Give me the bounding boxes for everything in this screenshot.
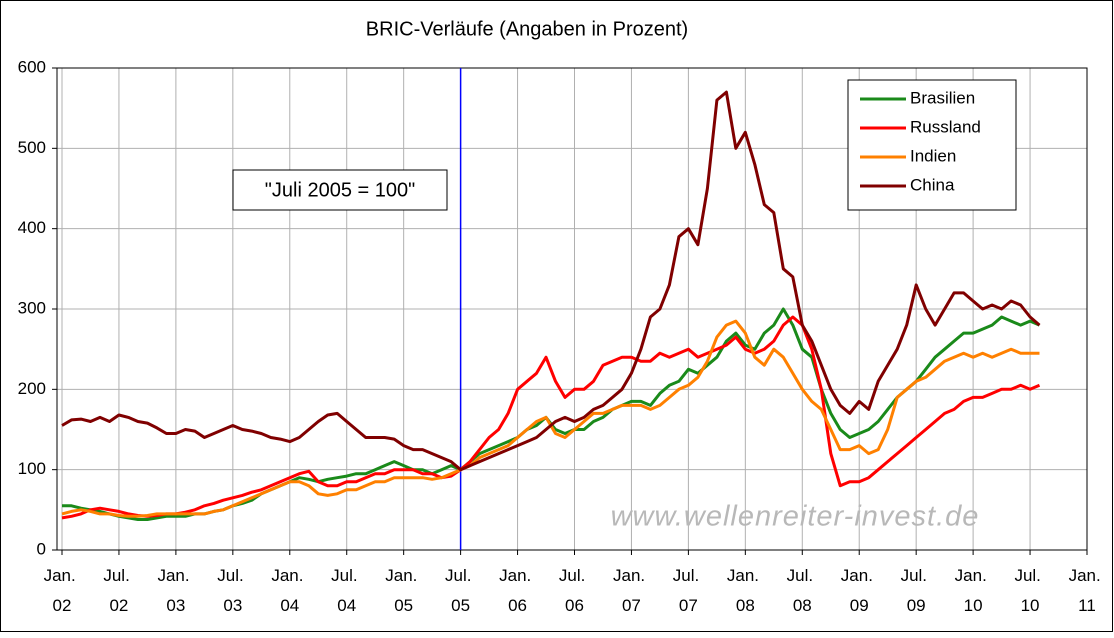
- x-tick-label: Jul. 08: [787, 566, 818, 615]
- chart-title: BRIC-Verläufe (Angaben in Prozent): [366, 18, 688, 40]
- x-tick-label: Jan. 06: [499, 566, 536, 615]
- x-tick-label: Jan. 08: [727, 566, 764, 615]
- x-tick-label: Jul. 03: [217, 566, 248, 615]
- y-tick-label: 400: [18, 218, 46, 237]
- x-tick-label: Jul. 09: [901, 566, 932, 615]
- x-tick-label: Jan. 05: [385, 566, 422, 615]
- legend-label: China: [910, 175, 955, 194]
- legend-box: [847, 79, 1017, 211]
- x-tick-label: Jan. 10: [955, 566, 992, 615]
- x-tick-label: Jul. 10: [1014, 566, 1045, 615]
- legend-label: Russland: [910, 117, 981, 136]
- watermark: www.wellenreiter-invest.de: [611, 501, 980, 533]
- y-tick-label: 300: [18, 298, 46, 317]
- annotation-box: [232, 169, 448, 211]
- y-tick-label: 200: [18, 379, 46, 398]
- x-tick-label: Jul. 05: [445, 566, 476, 615]
- x-tick-label: Jan. 07: [613, 566, 650, 615]
- x-tick-label: Jan. 11: [1069, 566, 1106, 615]
- x-tick-label: Jan. 02: [44, 566, 81, 615]
- y-tick-label: 500: [18, 138, 46, 157]
- legend-label: Brasilien: [910, 88, 975, 107]
- series-line: [61, 90, 1041, 472]
- legend-label: Indien: [910, 146, 956, 165]
- x-tick-label: Jul. 07: [673, 566, 704, 615]
- y-tick-label: 0: [37, 539, 46, 558]
- annotation: "Juli 2005 = 100": [265, 179, 415, 201]
- x-tick-label: Jul. 04: [331, 566, 362, 615]
- x-tick-label: Jan. 09: [841, 566, 878, 615]
- x-tick-label: Jul. 02: [103, 566, 134, 615]
- x-tick-label: Jul. 06: [559, 566, 590, 615]
- series-line: [61, 315, 1041, 520]
- x-tick-label: Jan. 03: [157, 566, 194, 615]
- plot-border: [56, 67, 1088, 551]
- y-tick-label: 600: [18, 57, 46, 76]
- x-tick-label: Jan. 04: [271, 566, 308, 615]
- y-tick-label: 100: [18, 459, 46, 478]
